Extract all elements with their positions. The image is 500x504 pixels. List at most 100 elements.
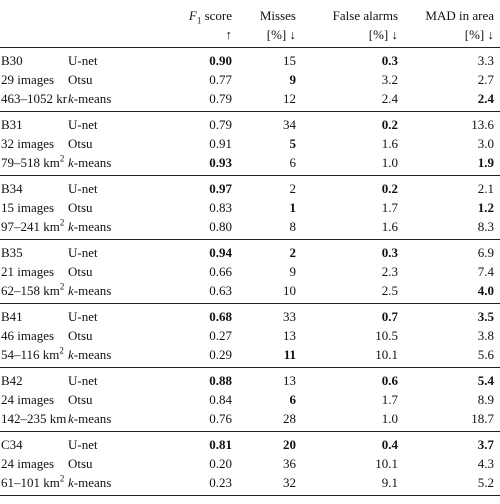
f1-score-cell: 0.93 (209, 155, 232, 170)
false-alarms-cell: 3.2 (381, 72, 398, 87)
false-alarms-cell: 1.0 (381, 411, 398, 426)
false-alarms-cell: 1.6 (381, 219, 398, 234)
misses-cell: 13 (283, 328, 296, 343)
method-name: Otsu (68, 392, 93, 407)
f1-score-cell: 0.23 (135, 473, 238, 496)
misses-cell: 13 (238, 367, 302, 390)
misses-cell: 9 (289, 72, 297, 87)
misses-cell: 20 (238, 431, 302, 454)
mad-area-cell: 5.6 (477, 347, 494, 362)
header-mad-unit: [%] ↓ (464, 27, 494, 42)
method-name: k-means (68, 347, 112, 362)
method-name: k-means (68, 219, 112, 234)
header-blank (0, 25, 67, 48)
table-row: 21 images Otsu 0.66 9 2.3 7.4 (0, 262, 500, 281)
image-count: 15 images (1, 200, 55, 215)
header-f1: F1 score (188, 8, 232, 25)
f1-score-cell: 0.79 (135, 111, 238, 134)
f1-score-cell: 0.27 (209, 328, 232, 343)
false-alarms-cell: 9.1 (302, 473, 404, 496)
table-row: 62–158 km2 k-means 0.63 10 2.5 4.0 (0, 281, 500, 304)
method-name: Otsu (68, 72, 93, 87)
misses-cell: 33 (238, 303, 302, 326)
method-name: k-means (68, 155, 112, 170)
site-group: B42 U-net 0.88 13 0.6 5.4 24 images Otsu 0.84 6 1.… (0, 367, 500, 432)
mad-area-cell: 1.2 (477, 200, 494, 215)
mad-area-cell: 1.9 (477, 155, 494, 170)
misses-cell: 5 (289, 136, 297, 151)
mad-area-cell: 8.3 (477, 219, 494, 234)
method-name: Otsu (68, 456, 93, 471)
area-range: 79–518 km2 (1, 153, 65, 170)
header-false-alarms: False alarms (332, 8, 398, 23)
method-name: Otsu (68, 136, 93, 151)
method-name: U-net (67, 303, 135, 326)
misses-cell: 2 (238, 175, 302, 198)
results-table: F1 score Misses False alarms MAD in area… (0, 4, 500, 496)
false-alarms-cell: 0.3 (302, 239, 404, 262)
method-name: Otsu (68, 264, 93, 279)
site-group: B41 U-net 0.68 33 0.7 3.5 46 images Otsu 0.27 13 1… (0, 303, 500, 368)
false-alarms-cell: 2.3 (381, 264, 398, 279)
table-row: B30 U-net 0.90 15 0.3 3.3 (0, 48, 500, 71)
misses-cell: 15 (283, 53, 296, 68)
site-group: B34 U-net 0.97 2 0.2 2.1 15 images Otsu 0.83 1 1.7… (0, 175, 500, 240)
f1-score-cell: 0.84 (209, 392, 232, 407)
header-misses: Misses (259, 8, 296, 23)
table-row: 15 images Otsu 0.83 1 1.7 1.2 (0, 198, 500, 217)
header-f1-direction: ↑ (225, 27, 233, 42)
mad-area-cell: 5.2 (404, 473, 500, 496)
mad-area-cell: 6.9 (404, 239, 500, 262)
method-name: k-means (68, 91, 112, 106)
mad-area-cell: 3.7 (404, 431, 500, 454)
area-range: 54–116 km2 (1, 345, 64, 362)
false-alarms-cell: 10.1 (375, 347, 398, 362)
false-alarms-cell: 10.1 (375, 456, 398, 471)
table-row: B42 U-net 0.88 13 0.6 5.4 (0, 367, 500, 390)
false-alarms-cell: 1.7 (381, 392, 398, 407)
area-range: 463–1052 km2 (1, 91, 67, 106)
site-id: B30 (1, 53, 23, 68)
image-count: 46 images (1, 328, 55, 343)
table-row: 29 images Otsu 0.77 9 3.2 2.7 (0, 70, 500, 89)
f1-score-cell: 0.90 (209, 53, 232, 68)
f1-score-cell: 0.97 (135, 175, 238, 198)
f1-score-cell: 0.20 (209, 456, 232, 471)
site-id: B31 (0, 111, 67, 134)
site-id: C34 (0, 431, 67, 454)
table-row: 24 images Otsu 0.84 6 1.7 8.9 (0, 390, 500, 409)
mad-area-cell: 2.7 (477, 72, 494, 87)
header-false-alarms-unit: [%] ↓ (368, 27, 398, 42)
method-name: k-means (67, 473, 135, 496)
misses-cell: 9 (289, 264, 297, 279)
f1-score-cell: 0.66 (209, 264, 232, 279)
misses-cell: 28 (283, 411, 296, 426)
misses-cell: 2 (238, 239, 302, 262)
f1-score-cell: 0.29 (209, 347, 232, 362)
false-alarms-cell: 0.6 (302, 367, 404, 390)
image-count: 21 images (1, 264, 55, 279)
f1-score-cell: 0.94 (135, 239, 238, 262)
misses-cell: 11 (283, 347, 296, 362)
f1-score-cell: 0.80 (209, 219, 232, 234)
table-row: 46 images Otsu 0.27 13 10.5 3.8 (0, 326, 500, 345)
header-blank (67, 25, 135, 48)
mad-area-cell: 3.3 (477, 53, 494, 68)
method-name: Otsu (68, 328, 93, 343)
image-count: 32 images (1, 136, 55, 151)
mad-area-cell: 2.4 (477, 91, 494, 106)
site-id: B35 (0, 239, 67, 262)
site-group: B35 U-net 0.94 2 0.3 6.9 21 images Otsu 0.66 9 2.3… (0, 239, 500, 304)
method-name: Otsu (68, 200, 93, 215)
false-alarms-cell: 2.5 (381, 283, 398, 298)
site-id: B34 (0, 175, 67, 198)
misses-cell: 34 (238, 111, 302, 134)
image-count: 29 images (1, 72, 55, 87)
false-alarms-cell: 0.4 (302, 431, 404, 454)
f1-score-cell: 0.76 (209, 411, 232, 426)
method-name: U-net (67, 239, 135, 262)
mad-area-cell: 4.0 (477, 283, 494, 298)
misses-cell: 6 (289, 155, 297, 170)
